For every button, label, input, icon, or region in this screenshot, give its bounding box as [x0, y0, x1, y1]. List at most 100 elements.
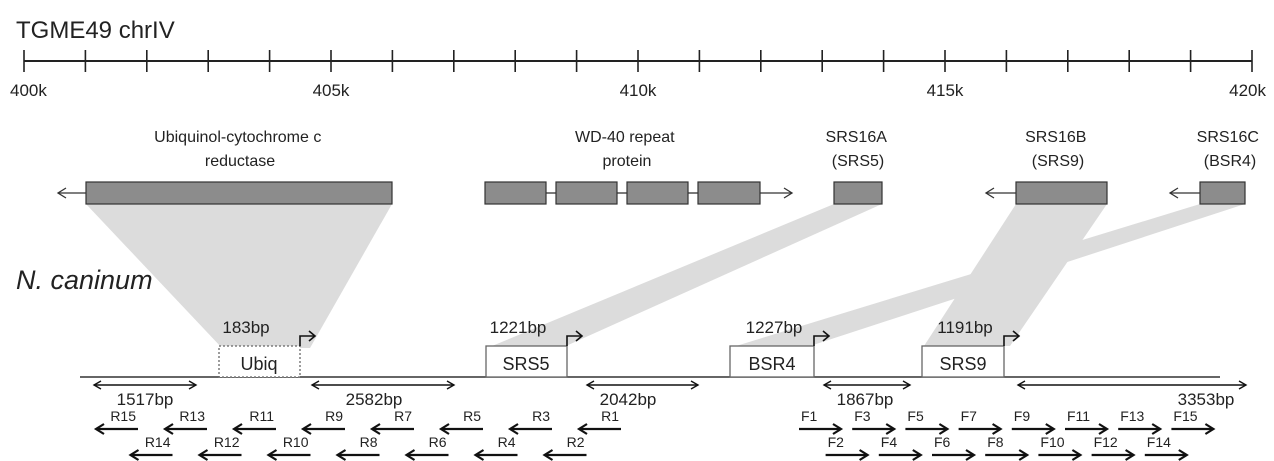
primer-label: R12: [214, 434, 240, 450]
primer-r4: R4: [473, 434, 518, 461]
primer-f7: F7: [958, 408, 1003, 435]
primer-f14: F14: [1144, 434, 1189, 461]
arrow-left-icon: [56, 187, 67, 199]
arrow-right-icon: [832, 423, 844, 435]
arrow-right-icon: [902, 380, 912, 390]
arrow-right-icon: [992, 423, 1003, 435]
shade-srs5: [492, 204, 882, 346]
nc-block-ubiq: Ubiq 183bp: [218, 318, 317, 378]
primer-f3: F3: [852, 408, 897, 435]
primer-f4: F4: [878, 434, 923, 461]
primer-r6: R6: [404, 434, 449, 461]
gene-label-line: WD-40 repeat: [575, 129, 675, 146]
arrow-right-icon: [783, 187, 794, 199]
shade-ubiq: [86, 204, 392, 348]
arrow-left-icon: [576, 423, 588, 435]
arrow-right-icon: [1018, 449, 1030, 461]
nc-block-bsr4: BSR4 1227bp: [729, 318, 831, 378]
block-rect: [729, 345, 815, 378]
primer-r5: R5: [438, 408, 483, 435]
block-size-label: 1227bp: [746, 318, 803, 337]
nc-block-srs9: SRS9 1191bp: [921, 318, 1021, 378]
tss-arrow-icon: [566, 335, 581, 346]
block-label: SRS5: [502, 354, 549, 374]
arrow-right-icon: [1071, 449, 1083, 461]
arrow-left-icon: [984, 187, 995, 199]
block-label: BSR4: [748, 354, 795, 374]
primer-f8: F8: [985, 434, 1030, 461]
axis-tick-label: 405k: [313, 81, 350, 100]
block-size-label: 1191bp: [937, 318, 992, 337]
arrow-right-icon: [1204, 423, 1216, 435]
primer-label: F4: [881, 434, 898, 450]
primer-label: F13: [1120, 408, 1144, 424]
primer-label: R11: [249, 408, 274, 424]
primer-f9: F9: [1011, 408, 1056, 435]
arrow-right-icon: [1151, 423, 1163, 435]
arrow-left-icon: [542, 449, 554, 461]
arrow-left-icon: [128, 449, 140, 461]
arrow-right-icon: [188, 380, 198, 390]
gene-label-line: SRS16B: [1025, 129, 1086, 146]
block-rect: [921, 345, 1005, 378]
distance-label: 2042bp: [600, 390, 657, 409]
arrow-left-icon: [93, 423, 105, 435]
primer-r13: R13: [162, 408, 207, 435]
gene-model-ubiq: [56, 181, 393, 205]
primer-label: R2: [567, 434, 585, 450]
nc-blocks: Ubiq 183bp SRS5 1221bp BSR4 1227bp SRS9 …: [218, 318, 1021, 378]
distance-3: 2042bp: [585, 380, 700, 409]
arrow-right-icon: [859, 449, 870, 461]
arrow-left-icon: [310, 380, 320, 390]
block-size-label: 1221bp: [490, 318, 547, 337]
exon: [626, 181, 689, 205]
axis-labels: 400k 405k 410k 415k 420k: [10, 81, 1266, 100]
exon: [1199, 181, 1246, 205]
arrow-right-icon: [912, 449, 923, 461]
arrow-left-icon: [507, 423, 519, 435]
species-label: N. caninum: [16, 265, 153, 295]
axis-tick-label: 420k: [1229, 81, 1266, 100]
synteny-shading: [86, 204, 1245, 348]
arrow-right-icon: [1238, 380, 1248, 390]
distance-1: 1517bp: [92, 380, 198, 409]
primer-label: R3: [532, 408, 550, 424]
primer-f2: F2: [825, 434, 870, 461]
primer-label: F2: [828, 434, 845, 450]
gene-model-srs16c: [1168, 181, 1246, 205]
axis-ticks: [23, 50, 1253, 72]
gene-label-line: Ubiquinol-cytochrome c: [154, 129, 321, 146]
gene-label-line: SRS16C: [1197, 129, 1259, 146]
exon: [697, 181, 761, 205]
distance-label: 2582bp: [346, 390, 403, 409]
arrow-right-icon: [446, 380, 456, 390]
gene-model-srs16b: [984, 181, 1108, 205]
arrow-left-icon: [473, 449, 485, 461]
primer-label: R9: [325, 408, 343, 424]
tss-arrowhead-icon: [1012, 330, 1021, 342]
gene-label-line: (SRS9): [1032, 153, 1084, 170]
distance-4: 1867bp: [822, 380, 912, 409]
primer-f13: F13: [1118, 408, 1163, 435]
distance-label: 1517bp: [117, 390, 174, 409]
primer-f12: F12: [1091, 434, 1136, 461]
arrow-left-icon: [438, 423, 450, 435]
arrow-left-icon: [266, 449, 278, 461]
arrow-left-icon: [92, 380, 102, 390]
primer-f11: F11: [1065, 408, 1110, 435]
primer-label: F1: [801, 408, 818, 424]
block-rect: [218, 345, 301, 378]
primer-r2: R2: [542, 434, 587, 461]
gene-label-wd40: WD-40 repeat protein: [575, 129, 679, 170]
primer-r1: R1: [576, 408, 621, 435]
primer-label: R5: [463, 408, 481, 424]
tss-arrowhead-icon: [308, 330, 317, 342]
gene-model-srs16a: [833, 181, 883, 205]
primer-label: F6: [934, 434, 951, 450]
block-label: Ubiq: [240, 354, 277, 374]
gene-label-srs16a: SRS16A (SRS5): [826, 129, 891, 170]
gene-label-line: protein: [603, 153, 652, 170]
primer-f1: F1: [799, 408, 844, 435]
primer-label: R4: [498, 434, 516, 450]
